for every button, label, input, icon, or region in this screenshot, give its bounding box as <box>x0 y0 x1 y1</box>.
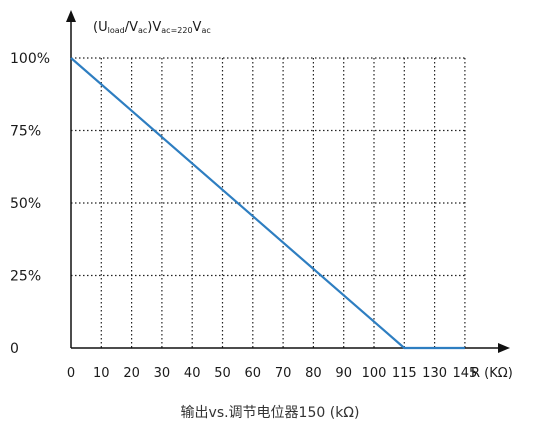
x-tick-label: 70 <box>275 366 292 381</box>
y-tick-labels: 0 25% 50% 75% 100% <box>10 51 50 357</box>
x-tick-label: 0 <box>67 366 75 381</box>
y-tick-label: 0 <box>10 341 19 357</box>
x-tick-label: 130 <box>422 366 447 381</box>
x-tick-label: 115 <box>392 366 417 381</box>
y-tick-label: 25% <box>10 269 41 285</box>
x-axis-label: R (KΩ) <box>471 366 513 381</box>
x-tick-label: 100 <box>362 366 387 381</box>
x-tick-label: 10 <box>93 366 110 381</box>
x-tick-label: 20 <box>123 366 140 381</box>
y-tick-label: 50% <box>10 196 41 212</box>
x-tick-label: 30 <box>154 366 171 381</box>
x-tick-label: 40 <box>184 366 201 381</box>
y-tick-label: 75% <box>10 124 41 140</box>
axes <box>66 10 510 353</box>
x-axis-arrow <box>498 343 510 353</box>
chart-title: (Uload/Vac)Vac=220Vac <box>93 20 211 35</box>
x-tick-labels: 0 10 20 30 40 50 60 70 80 90 100 115 130 145 <box>67 366 477 381</box>
grid <box>71 57 466 348</box>
x-tick-label: 80 <box>305 366 322 381</box>
x-tick-label: 145 <box>452 366 477 381</box>
series-line <box>70 57 465 350</box>
y-axis-arrow <box>66 10 76 22</box>
x-tick-label: 50 <box>214 366 231 381</box>
x-tick-label: 60 <box>245 366 262 381</box>
chart-caption: 输出vs.调节电位器150 (kΩ) <box>181 405 360 421</box>
x-tick-label: 90 <box>335 366 352 381</box>
y-tick-label: 100% <box>10 51 50 67</box>
